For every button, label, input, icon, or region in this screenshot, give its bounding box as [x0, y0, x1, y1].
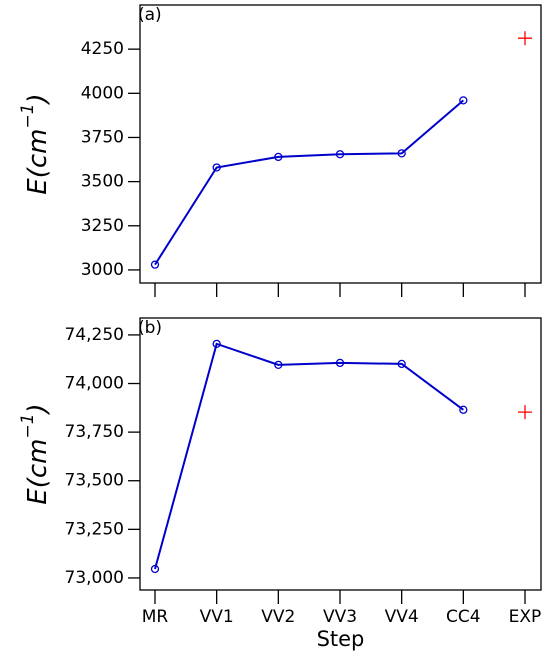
data-point [397, 149, 406, 158]
y-tick-label: 74,000 [65, 374, 124, 394]
y-label-sup: −1 [18, 413, 38, 438]
data-point [397, 359, 406, 369]
x-tick-label: CC4 [446, 607, 481, 627]
y-tick-label: 3000 [81, 260, 124, 280]
data-point [518, 405, 532, 420]
y-label-close: ) [23, 93, 53, 105]
data-point [212, 163, 221, 172]
y-tick-label: 73,250 [65, 519, 124, 539]
x-tick-label: EXP [509, 607, 542, 627]
y-tick-label: 3750 [81, 127, 124, 147]
x-tick-label: VV2 [261, 607, 295, 627]
panel-label: (b) [138, 318, 162, 338]
panel-label: (a) [138, 5, 162, 25]
y-tick-label: 73,750 [65, 422, 124, 442]
y-tick-label: 3250 [81, 216, 124, 236]
plot-frame [139, 4, 542, 284]
series-line [154, 99, 464, 266]
y-tick-label: 4000 [81, 83, 124, 103]
y-tick-label: 74,250 [65, 325, 124, 345]
series-line [154, 342, 464, 570]
x-tick-label: VV1 [200, 607, 234, 627]
data-point [274, 152, 283, 162]
data-point [150, 564, 160, 574]
data-point [274, 360, 283, 370]
y-label-base: E(cm [23, 439, 53, 505]
x-tick-label: VV4 [385, 607, 419, 627]
data-point [335, 150, 345, 159]
y-tick-label: 4250 [81, 39, 124, 59]
y-tick-label: 73,000 [65, 568, 124, 588]
y-tick-label: 73,500 [65, 471, 124, 491]
y-axis-label: E(cm−1) [18, 93, 53, 194]
y-label-sup: −1 [18, 103, 38, 128]
data-point [459, 96, 468, 105]
y-label-base: E(cm [23, 129, 53, 195]
x-axis-label: Step [317, 627, 365, 651]
y-axis-label: E(cm−1) [18, 403, 53, 504]
data-point [335, 358, 345, 368]
x-tick-label: MR [142, 607, 169, 627]
data-point [150, 260, 160, 269]
data-point [212, 339, 221, 349]
y-label-close: ) [23, 403, 53, 415]
data-point [459, 405, 468, 414]
data-point [518, 31, 532, 46]
y-tick-label: 3500 [81, 172, 124, 192]
x-tick-label: VV3 [323, 607, 357, 627]
